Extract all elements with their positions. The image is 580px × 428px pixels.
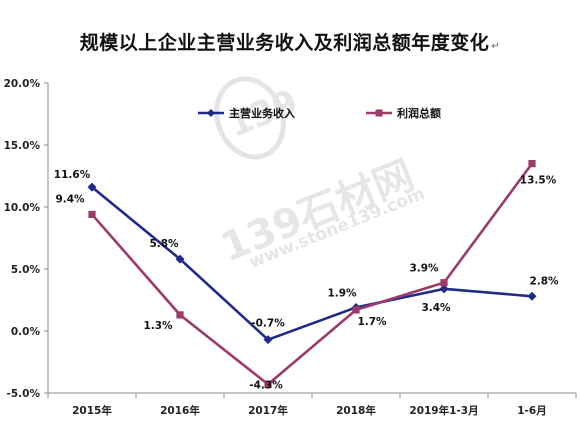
data-point-diamond — [87, 182, 97, 192]
data-label: 3.9% — [409, 263, 439, 275]
data-point-square — [176, 311, 184, 319]
data-label: -0.7% — [251, 318, 285, 330]
data-point-diamond — [439, 284, 449, 294]
data-labels: 11.6% 5.8% -0.7% 1.9% 3.4% 2.8% 9.4% 1.3% -4.3% 1… — [54, 169, 559, 391]
data-point-square — [440, 279, 448, 287]
data-point-square — [352, 306, 360, 314]
y-tick-label: 10.0% — [4, 202, 41, 214]
axes: -5.0% 0.0% 5.0% 10.0% 15.0% 20.0% 2015年 2016年 20… — [4, 78, 577, 417]
data-label: 1.7% — [357, 316, 387, 328]
data-label: 5.8% — [149, 238, 179, 250]
data-point-square — [88, 210, 96, 219]
legend: 主营业务收入 利润总额 — [198, 106, 441, 120]
legend-item-profit: 利润总额 — [366, 106, 441, 120]
x-tick-label: 2018年 — [336, 404, 376, 417]
y-tick-label: 0.0% — [11, 326, 41, 338]
data-label: 11.6% — [54, 169, 91, 181]
data-point-square — [528, 160, 536, 168]
series-line-profit — [91, 162, 534, 386]
data-point-diamond — [527, 291, 537, 301]
x-tick-label: 1-6月 — [517, 405, 546, 417]
x-tick-label: 2016年 — [160, 404, 200, 417]
legend-label: 主营业务收入 — [229, 106, 295, 120]
data-point-diamond — [263, 335, 273, 345]
data-label: 2.8% — [529, 275, 559, 287]
return-mark: ↵ — [491, 41, 501, 52]
data-label: 1.3% — [143, 320, 173, 332]
data-label: 3.4% — [421, 302, 451, 314]
watermark: 139 139石材网 www.stone139.com — [214, 76, 428, 273]
legend-marker-square — [375, 109, 383, 117]
chart-title: 规模以上企业主营业务收入及利润总额年度变化 ↵ — [79, 32, 501, 54]
y-tick-label: -5.0% — [7, 388, 41, 400]
x-tick-label: 2017年 — [248, 404, 288, 417]
data-label: 13.5% — [520, 175, 557, 187]
data-point-diamond — [175, 254, 185, 264]
data-point-square — [264, 380, 272, 388]
data-label: 9.4% — [55, 193, 85, 205]
data-label: -4.3% — [249, 379, 283, 391]
y-tick-label: 15.0% — [4, 140, 41, 152]
x-tick-label: 2015年 — [72, 404, 112, 417]
x-tick-label: 2019年1-3月 — [409, 404, 478, 417]
series-layer — [87, 160, 537, 388]
legend-item-revenue: 主营业务收入 — [198, 106, 295, 120]
y-tick-label: 5.0% — [11, 264, 41, 276]
y-tick-label: 20.0% — [4, 78, 41, 90]
data-label: 1.9% — [327, 287, 357, 299]
series-line-revenue — [91, 186, 533, 341]
legend-marker-diamond — [207, 109, 215, 117]
legend-label: 利润总额 — [397, 106, 441, 120]
